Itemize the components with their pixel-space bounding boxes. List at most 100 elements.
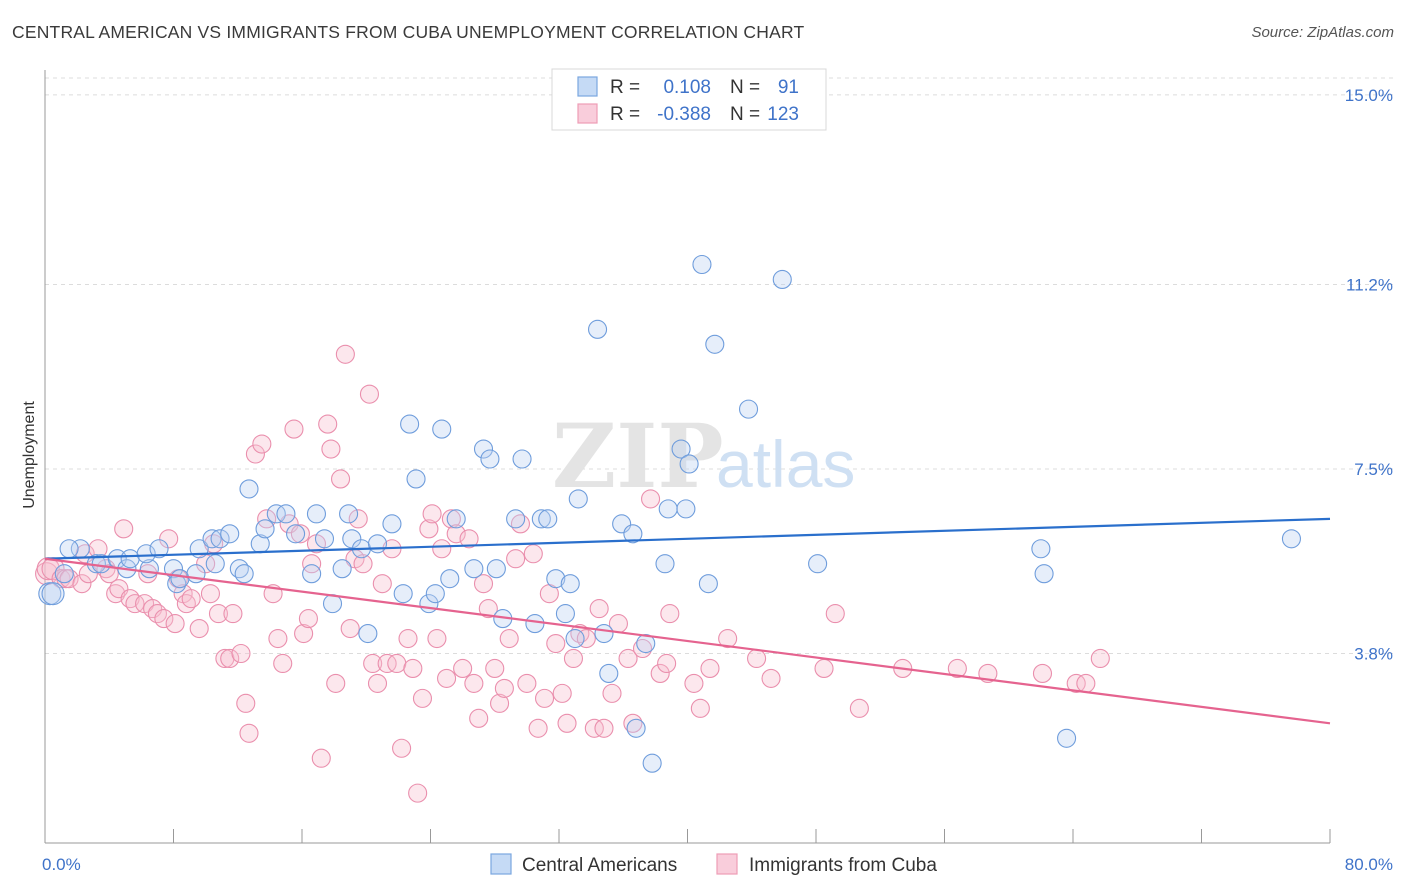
central-american-point-14 (170, 569, 190, 589)
cuba-point-70 (398, 628, 418, 649)
central-american-point-59 (555, 604, 575, 624)
central-american-point-53 (506, 509, 526, 529)
cuba-point-66 (377, 653, 397, 674)
central-american-point-80 (772, 269, 792, 290)
legend-swatch-central-americans (490, 853, 512, 875)
central-american-point-25 (255, 519, 275, 539)
cuba-point-84 (469, 708, 489, 728)
central-american-point-83 (1034, 564, 1054, 584)
cuba-point-123 (825, 604, 845, 624)
cuba-point-131 (1090, 648, 1110, 669)
central-american-point-39 (382, 514, 402, 534)
cuba-point-49 (298, 609, 318, 629)
central-american-point-67 (626, 718, 646, 738)
cuba-point-126 (947, 658, 967, 679)
central-american-point-45 (432, 419, 452, 439)
cuba-point-88 (490, 693, 510, 713)
central-american-point-72 (658, 499, 678, 519)
central-american-point-48 (464, 559, 484, 579)
central-american-point-44 (425, 584, 445, 604)
cuba-point-35 (223, 604, 243, 624)
central-american-point-61 (565, 628, 585, 649)
central-american-point-76 (692, 254, 712, 275)
cuba-point-39 (245, 444, 265, 464)
cuba-point-113 (650, 663, 670, 683)
cuba-point-120 (747, 648, 767, 669)
cuba-point-44 (273, 653, 293, 674)
cuba-point-115 (660, 604, 680, 624)
cuba-point-58 (340, 619, 360, 639)
central-american-point-57 (538, 509, 558, 529)
central-american-point-70 (642, 753, 662, 773)
cuba-point-73 (412, 688, 433, 708)
cuba-point-128 (1032, 663, 1053, 683)
central-american-point-17 (202, 529, 222, 549)
central-american-point-47 (446, 509, 466, 529)
central-american-point-33 (332, 559, 352, 579)
central-american-point-65 (599, 663, 619, 683)
cuba-point-79 (441, 509, 461, 529)
y-tick-label-3: 15.0% (1345, 86, 1393, 105)
cuba-point-57 (335, 344, 355, 364)
cuba-point-111 (632, 638, 653, 659)
cuba-point-82 (459, 529, 479, 549)
legend-blue-r-value: 0.108 (663, 77, 711, 98)
cuba-point-89 (494, 678, 514, 698)
cuba-point-60 (348, 509, 368, 529)
cuba-point-77 (432, 539, 452, 559)
central-american-point-81 (808, 554, 828, 574)
cuba-point-106 (594, 718, 614, 738)
cuba-point-30 (200, 584, 220, 604)
cuba-point-27 (181, 589, 201, 609)
cuba-point-12 (106, 584, 126, 604)
cuba-point-41 (257, 509, 277, 529)
central-american-point-15 (186, 564, 206, 584)
legend-swatch-pink (577, 103, 598, 124)
central-american-point-64 (594, 623, 614, 644)
legend-blue-n-label: N = (730, 77, 760, 98)
chart-title: CENTRAL AMERICAN VS IMMIGRANTS FROM CUBA… (12, 22, 805, 42)
cuba-point-69 (392, 738, 412, 758)
cuba-point-47 (290, 524, 310, 544)
legend-pink-n-label: N = (730, 104, 760, 125)
cuba-point-114 (657, 653, 677, 674)
cuba-point-68 (387, 653, 407, 674)
legend-swatch-blue (577, 76, 598, 97)
legend-pink-r-value: -0.388 (657, 104, 711, 125)
trend-line-immigrants-from-cuba (44, 557, 1331, 725)
stats-legend: R = 0.108 N = 91 R = -0.388 N = 123 (551, 68, 827, 131)
central-american-point-22 (234, 564, 254, 584)
cuba-point-71 (403, 658, 423, 679)
cuba-point-99 (552, 683, 572, 703)
cuba-point-83 (464, 673, 484, 693)
central-american-point-79 (738, 399, 759, 419)
central-american-point-73 (671, 439, 691, 459)
cuba-point-72 (408, 783, 428, 803)
cuba-point-65 (372, 574, 392, 594)
cuba-point-80 (446, 524, 466, 544)
central-american-point-62 (568, 489, 588, 509)
cuba-point-54 (321, 439, 341, 459)
legend-immigrants-from-cuba: Immigrants from Cuba (749, 855, 937, 876)
central-american-point-75 (679, 454, 699, 474)
series-immigrants-from-cuba (35, 344, 1110, 803)
cuba-point-93 (517, 673, 537, 693)
central-american-point-68 (623, 524, 643, 544)
cuba-point-52 (311, 748, 331, 768)
central-american-point-29 (302, 564, 322, 584)
central-american-point-19 (210, 529, 230, 549)
cuba-point-78 (437, 668, 457, 688)
cuba-point-129 (1066, 673, 1086, 693)
cuba-point-100 (557, 713, 577, 733)
cuba-point-98 (546, 633, 566, 654)
central-american-point-69 (636, 633, 656, 654)
cuba-point-6 (72, 574, 92, 594)
cuba-point-75 (422, 504, 442, 524)
central-american-point-20 (220, 524, 240, 544)
central-american-point-84 (1057, 728, 1077, 748)
cuba-point-64 (367, 673, 388, 693)
cuba-point-109 (618, 648, 638, 669)
cuba-point-46 (284, 419, 304, 439)
cuba-point-43 (268, 628, 288, 649)
